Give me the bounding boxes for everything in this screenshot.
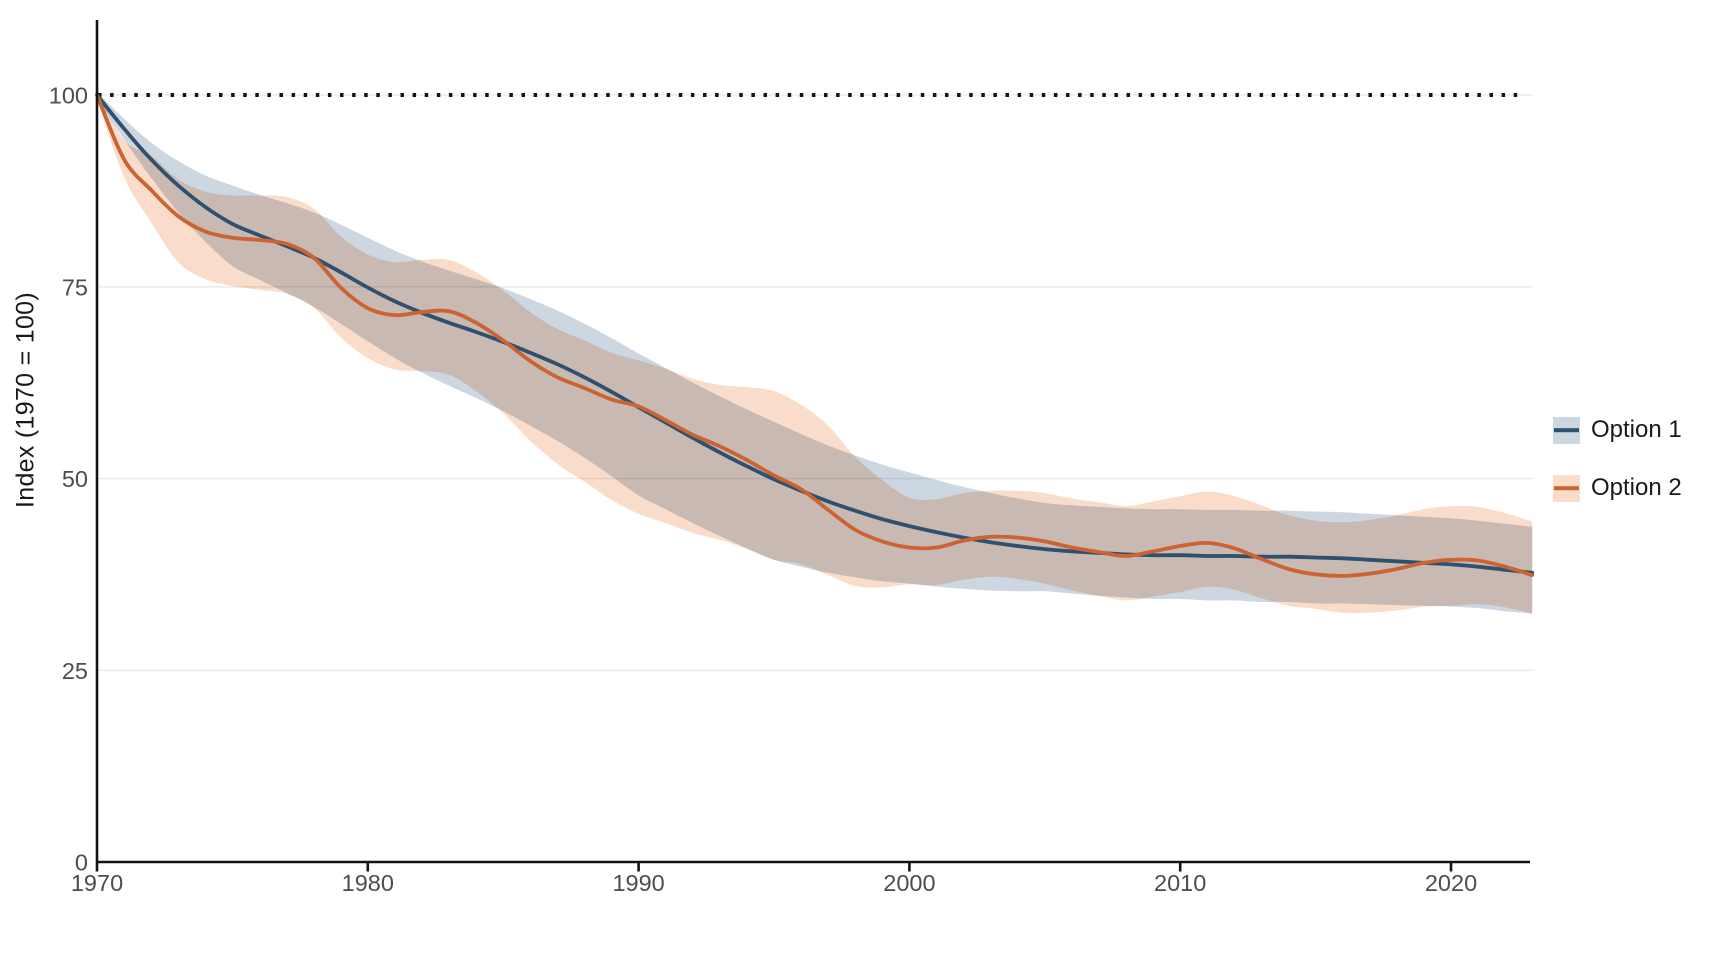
x-tick-label-1990: 1990 [612, 870, 664, 896]
legend: Option 1 Option 2 [1553, 416, 1682, 502]
legend-item-option-2: Option 2 [1553, 474, 1682, 502]
x-tick-label-1980: 1980 [342, 870, 394, 896]
legend-key-option-1-line [1554, 428, 1579, 432]
y-tick-label-75: 75 [62, 274, 88, 300]
legend-key-option-2-line [1554, 486, 1579, 490]
x-tick-label-2000: 2000 [883, 870, 935, 896]
x-tick-label-2020: 2020 [1425, 870, 1477, 896]
series-lines [95, 93, 1535, 578]
legend-label-option-1: Option 1 [1591, 416, 1682, 443]
y-tick-label-25: 25 [62, 658, 88, 684]
y-tick-label-0: 0 [75, 850, 88, 876]
legend-label-option-2: Option 2 [1591, 474, 1682, 501]
y-tick-label-100: 100 [49, 83, 88, 109]
legend-key-option-1-swatch [1553, 416, 1580, 444]
series-line-option-1 [95, 93, 1535, 575]
confidence-band-option-2 [97, 91, 1533, 614]
series-line-option-2 [95, 93, 1535, 578]
y-tick-label-50: 50 [62, 466, 88, 492]
y-axis-tick-labels: 0 25 50 75 100 [49, 83, 88, 876]
y-axis-title-text: Index (1970 = 100) [11, 292, 40, 508]
legend-key-option-2-swatch [1553, 474, 1580, 502]
x-axis-ticks: 1970 1980 1990 2000 2010 2020 [71, 862, 1477, 896]
legend-item-option-1: Option 1 [1553, 416, 1682, 444]
x-tick-label-2010: 2010 [1154, 870, 1206, 896]
x-tick-label-1970: 1970 [71, 870, 123, 896]
confidence-bands [97, 91, 1533, 614]
